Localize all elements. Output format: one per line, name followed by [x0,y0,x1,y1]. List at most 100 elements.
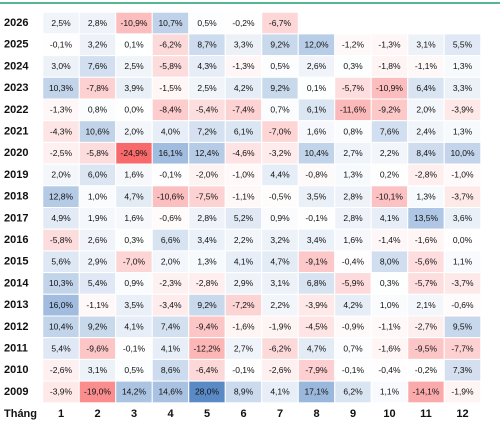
x-tick-label: 6 [240,408,246,420]
cell-label: -7,4% [232,105,255,115]
cell-label: -1,9% [269,322,292,332]
cell-label: 1,6% [124,170,144,180]
cell-label: 2,0% [51,170,71,180]
cell-label: -5,7% [415,278,438,288]
cell-label: -9,4% [196,322,219,332]
cell-label: 8,4% [416,148,436,158]
cell-label: -19,0% [84,387,111,397]
cell-label: 28,0% [195,387,220,397]
y-tick-label: 2025 [4,39,28,51]
cell-label: 4,7% [270,257,290,267]
cell-label: 0,7% [270,105,290,115]
cell-label: 6,0% [88,170,108,180]
cell-label: -0,2% [415,365,438,375]
cell-label: 0,9% [270,213,290,223]
y-tick-label: 2011 [4,342,28,354]
cell-label: 2,7% [234,343,254,353]
cell-label: -5,7% [342,83,365,93]
cell-label: -24,9% [121,148,148,158]
y-tick-label: 2019 [4,169,28,181]
cell-label: -3,9% [451,105,474,115]
x-tick-label: 2 [94,408,100,420]
cell-label: -2,7% [415,322,438,332]
cell-label: 12,4% [195,148,220,158]
cell-label: -0,4% [342,257,365,267]
cell-label: 10,3% [49,83,74,93]
cell-label: -5,8% [50,235,73,245]
cell-label: 0,0% [124,105,144,115]
cell-label: 1,6% [307,126,327,136]
cell-label: -7,8% [86,83,109,93]
cell-label: 2,5% [197,83,217,93]
cell-label: -4,5% [305,322,328,332]
cell-label: 3,4% [307,235,327,245]
cell-label: -1,1% [415,61,438,71]
cell-label: 2,2% [234,235,254,245]
y-tick-label: 2015 [4,256,28,268]
cell-label: 1,3% [453,126,473,136]
cell-label: -0,9% [342,322,365,332]
cell-label: 5,5% [453,40,473,50]
cell-label: -10,9% [121,18,148,28]
cell-label: 4,1% [234,257,254,267]
cell-label: -2,0% [196,170,219,180]
cell-label: 2,9% [234,278,254,288]
x-tick-label: 9 [350,408,356,420]
cell-label: -10,6% [157,191,184,201]
cell-label: -1,6% [415,235,438,245]
cell-label: -0,6% [451,300,474,310]
cell-label: 16,0% [49,300,74,310]
cell-label: 2,5% [124,61,144,71]
cell-label: 0,0% [453,235,473,245]
x-tick-label: 11 [420,408,432,420]
cell-label: 8,6% [161,365,181,375]
cell-label: -8,4% [159,105,182,115]
cell-label: 3,2% [88,40,108,50]
cell-label: 4,9% [51,213,71,223]
cell-label: 3,5% [124,300,144,310]
cell-label: 2,8% [197,213,217,223]
cell-label: 10,3% [49,278,74,288]
y-tick-label: 2010 [4,364,28,376]
cell-label: 8,7% [197,40,217,50]
cell-label: -7,5% [196,191,219,201]
cell-label: 7,2% [197,126,217,136]
cell-label: 1,3% [416,191,436,201]
cell-label: -2,8% [415,170,438,180]
cell-label: 12,8% [49,191,74,201]
cell-label: 0,3% [124,235,144,245]
cell-label: 2,2% [380,148,400,158]
cell-label: 7,6% [380,126,400,136]
cell-label: -1,1% [86,300,109,310]
cell-label: -4,3% [50,126,73,136]
cell-label: 7,4% [161,322,181,332]
cell-label: 3,3% [234,40,254,50]
cell-label: 1,1% [380,387,400,397]
cell-label: -0,1% [305,213,328,223]
cell-label: -1,5% [159,83,182,93]
cell-label: 2,1% [416,300,436,310]
cell-label: -1,6% [232,322,255,332]
cell-label: 6,4% [416,83,436,93]
cell-label: -5,9% [342,278,365,288]
cell-label: -1,1% [378,322,401,332]
cell-label: 2,5% [51,18,71,28]
cell-label: 8,9% [234,387,254,397]
cell-label: 5,6% [51,257,71,267]
cell-label: 2,0% [124,126,144,136]
y-tick-label: 2022 [4,104,28,116]
cell-label: 0,9% [124,278,144,288]
cell-label: 2,0% [161,257,181,267]
cell-label: 13,5% [414,213,439,223]
cell-label: 2,7% [343,148,363,158]
cell-label: 3,0% [51,61,71,71]
cell-label: 4,3% [197,61,217,71]
cell-label: 1,1% [453,257,473,267]
cell-label: 2,9% [88,257,108,267]
cell-label: 4,2% [234,83,254,93]
cell-label: -1,3% [50,105,73,115]
cell-label: -7,9% [305,365,328,375]
cell-label: 4,7% [307,343,327,353]
cell-label: -10,1% [376,191,403,201]
cell-label: -1,8% [378,61,401,71]
